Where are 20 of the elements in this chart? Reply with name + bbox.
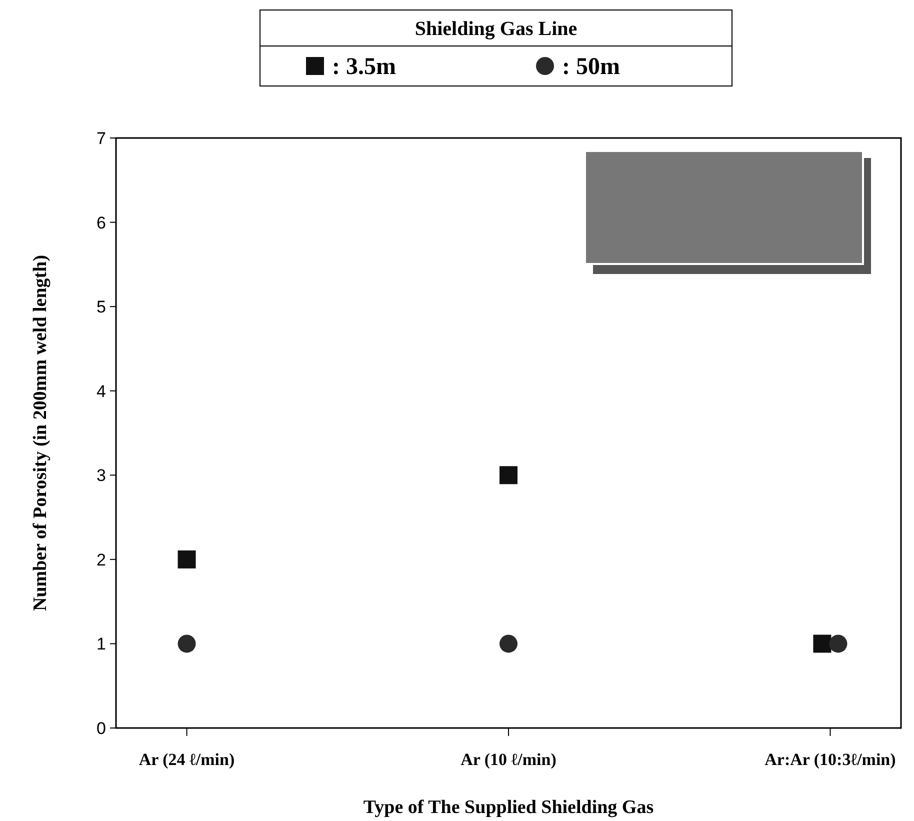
legend-label: : 3.5m xyxy=(332,54,396,80)
y-tick-label: 5 xyxy=(96,298,106,317)
x-tick-label: Ar (10 ℓ/min) xyxy=(460,750,556,769)
y-tick-label: 3 xyxy=(96,466,106,486)
point xyxy=(500,466,518,484)
y-tick-label: 2 xyxy=(96,550,106,570)
y-axis-title: Number of Porosity (in 200mm weld length) xyxy=(30,254,51,612)
point xyxy=(500,634,518,653)
y-tick-label: 7 xyxy=(96,129,106,148)
y-tick-label: 4 xyxy=(96,382,106,401)
y-tick-label: 0 xyxy=(96,719,106,738)
x-tick-label: Ar (24 ℓ/min) xyxy=(138,750,235,769)
point xyxy=(178,634,196,653)
point xyxy=(178,550,196,568)
y-tick-label: 1 xyxy=(96,634,106,654)
legend-label: : 50m xyxy=(562,54,620,80)
legend-title: Shielding Gas Line xyxy=(414,18,578,40)
y-tick-label: 6 xyxy=(96,213,106,232)
x-axis-title: Type of The Supplied Shielding Gas xyxy=(363,797,654,818)
x-tick-label: Ar:Ar (10:3ℓ/min) xyxy=(764,750,896,769)
